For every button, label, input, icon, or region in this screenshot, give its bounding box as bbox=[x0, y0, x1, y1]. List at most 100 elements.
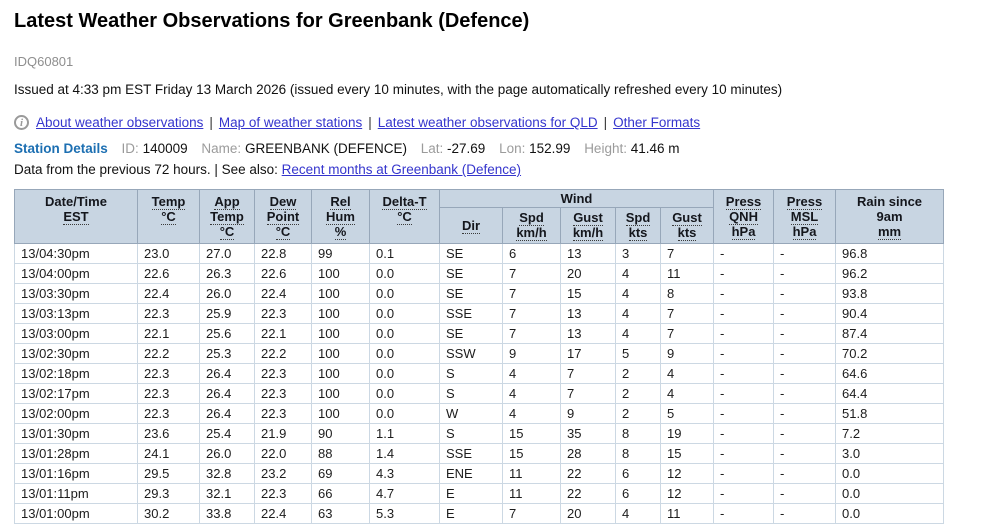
cell-rel-hum: 100 bbox=[311, 283, 370, 304]
cell-wind-gust-kmh: 22 bbox=[560, 483, 616, 504]
cell-datetime: 13/02:00pm bbox=[14, 403, 138, 424]
cell-temp: 22.3 bbox=[137, 383, 200, 404]
cell-rel-hum: 63 bbox=[311, 503, 370, 524]
observation-row: 13/02:30pm 22.2 25.3 22.2 100 0.0 SSW 9 17 5 9- -70… bbox=[14, 343, 945, 364]
station-name-value: GREENBANK (DEFENCE) bbox=[244, 141, 407, 156]
nav-separator: | bbox=[603, 115, 608, 130]
cell-app-temp: 32.8 bbox=[199, 463, 255, 484]
cell-wind-spd-kts: 8 bbox=[615, 423, 661, 444]
data-period-text: Data from the previous 72 hours. | See a… bbox=[14, 162, 278, 177]
cell-wind-dir: S bbox=[439, 363, 503, 384]
cell-dew-point: 22.4 bbox=[254, 283, 312, 304]
col-header-app-temp: App Temp °C bbox=[199, 189, 255, 244]
header-term: km/h bbox=[516, 225, 547, 241]
cell-press-msl: - bbox=[773, 503, 837, 524]
cell-temp: 22.6 bbox=[137, 263, 200, 284]
cell-datetime: 13/04:00pm bbox=[14, 263, 138, 284]
cell-wind-dir: SE bbox=[439, 243, 503, 264]
cell-app-temp: 26.0 bbox=[199, 443, 255, 464]
observation-row: 13/03:13pm 22.3 25.9 22.3 100 0.0 SSE 7 13 4 7- -90… bbox=[14, 303, 945, 324]
station-lat-value: -27.69 bbox=[447, 141, 486, 156]
cell-rain-9am: 0.0 bbox=[835, 483, 945, 504]
cell-press-qnh: - bbox=[713, 363, 775, 384]
cell-rel-hum: 100 bbox=[311, 403, 370, 424]
cell-temp: 23.0 bbox=[137, 243, 200, 264]
header-term: kts bbox=[628, 225, 648, 241]
cell-dew-point: 22.6 bbox=[254, 263, 312, 284]
cell-wind-spd-kmh: 11 bbox=[502, 483, 561, 504]
cell-press-msl: - bbox=[773, 263, 837, 284]
cell-wind-spd-kmh: 4 bbox=[502, 363, 561, 384]
nav-link-latest-weather-observations-for-qld[interactable]: Latest weather observations for QLD bbox=[377, 115, 598, 130]
header-term: % bbox=[334, 224, 347, 240]
cell-rel-hum: 100 bbox=[311, 383, 370, 404]
cell-rain-9am: 0.0 bbox=[835, 463, 945, 484]
cell-delta-t: 0.0 bbox=[369, 283, 440, 304]
header-term: °C bbox=[161, 209, 176, 225]
cell-rain-9am: 87.4 bbox=[835, 323, 945, 344]
cell-dew-point: 22.3 bbox=[254, 403, 312, 424]
cell-dew-point: 22.1 bbox=[254, 323, 312, 344]
header-term: Hum bbox=[326, 209, 355, 225]
header-term: EST bbox=[63, 209, 89, 225]
cell-wind-dir: SE bbox=[439, 263, 503, 284]
header-term: Point bbox=[266, 209, 300, 225]
cell-app-temp: 25.3 bbox=[199, 343, 255, 364]
cell-rel-hum: 69 bbox=[311, 463, 370, 484]
observation-row: 13/04:30pm 23.0 27.0 22.8 99 0.1 SE 6 13 3 7- -96.8 bbox=[14, 243, 945, 264]
cell-wind-gust-kts: 7 bbox=[659, 323, 715, 344]
cell-wind-spd-kts: 2 bbox=[615, 363, 661, 384]
observation-row: 13/01:16pm 29.5 32.8 23.2 69 4.3 ENE 11 22 6 12- -0… bbox=[14, 463, 945, 484]
nav-link-about-weather-observations[interactable]: About weather observations bbox=[36, 115, 204, 130]
nav-links: About weather observations | Map of weathe… bbox=[36, 115, 700, 130]
cell-wind-gust-kts: 4 bbox=[659, 383, 715, 404]
cell-datetime: 13/02:18pm bbox=[14, 363, 138, 384]
col-header-wind-gust-kmh: Gust km/h bbox=[560, 207, 616, 244]
cell-dew-point: 22.3 bbox=[254, 483, 312, 504]
cell-wind-spd-kmh: 9 bbox=[502, 343, 561, 364]
cell-temp: 22.3 bbox=[137, 403, 200, 424]
header-term: °C bbox=[275, 224, 291, 240]
cell-temp: 22.4 bbox=[137, 283, 200, 304]
cell-dew-point: 22.8 bbox=[254, 243, 312, 264]
page-title: Latest Weather Observations for Greenban… bbox=[14, 10, 530, 32]
header-term: MSL bbox=[790, 209, 819, 225]
cell-datetime: 13/01:28pm bbox=[14, 443, 138, 464]
nav-separator: | bbox=[209, 115, 213, 130]
cell-press-msl: - bbox=[773, 363, 837, 384]
station-details-line: Station Details ID: 140009 Name: GREENBA… bbox=[14, 141, 990, 156]
cell-press-qnh: - bbox=[713, 503, 775, 524]
cell-rel-hum: 100 bbox=[311, 363, 370, 384]
header-term: Dir bbox=[461, 217, 481, 234]
cell-press-msl: - bbox=[773, 483, 837, 504]
cell-delta-t: 0.1 bbox=[369, 243, 440, 264]
cell-press-msl: - bbox=[773, 323, 837, 344]
col-header-rel-hum: Rel Hum% bbox=[311, 189, 370, 244]
cell-rel-hum: 100 bbox=[311, 303, 370, 324]
cell-wind-gust-kts: 11 bbox=[659, 503, 715, 524]
cell-rel-hum: 90 bbox=[311, 423, 370, 444]
cell-delta-t: 5.3 bbox=[369, 503, 440, 524]
cell-press-msl: - bbox=[773, 443, 837, 464]
cell-wind-spd-kts: 6 bbox=[615, 483, 661, 504]
recent-months-link[interactable]: Recent months at Greenbank (Defence) bbox=[281, 162, 522, 177]
header-term: °C bbox=[397, 209, 412, 225]
header-term: mm bbox=[877, 224, 902, 240]
cell-delta-t: 1.1 bbox=[369, 423, 440, 444]
cell-wind-gust-kts: 12 bbox=[659, 483, 715, 504]
cell-wind-spd-kts: 4 bbox=[615, 283, 661, 304]
header-term: hPa bbox=[731, 224, 756, 240]
cell-temp: 24.1 bbox=[137, 443, 200, 464]
col-header-wind-gust-kts: Gust kts bbox=[659, 207, 715, 244]
observation-row: 13/04:00pm 22.6 26.3 22.6 100 0.0 SE 7 20 4 11- -96… bbox=[14, 263, 945, 284]
nav-link-map-of-weather-stations[interactable]: Map of weather stations bbox=[218, 115, 363, 130]
observation-row: 13/03:30pm 22.4 26.0 22.4 100 0.0 SE 7 15 4 8- -93.… bbox=[14, 283, 945, 304]
cell-wind-spd-kmh: 15 bbox=[502, 443, 561, 464]
nav-link-other-formats[interactable]: Other Formats bbox=[613, 115, 701, 130]
cell-rel-hum: 88 bbox=[311, 443, 370, 464]
cell-wind-gust-kts: 15 bbox=[659, 443, 715, 464]
cell-wind-spd-kts: 4 bbox=[615, 323, 661, 344]
station-id-value: 140009 bbox=[142, 141, 188, 156]
cell-wind-spd-kts: 2 bbox=[615, 403, 661, 424]
cell-press-msl: - bbox=[773, 403, 837, 424]
